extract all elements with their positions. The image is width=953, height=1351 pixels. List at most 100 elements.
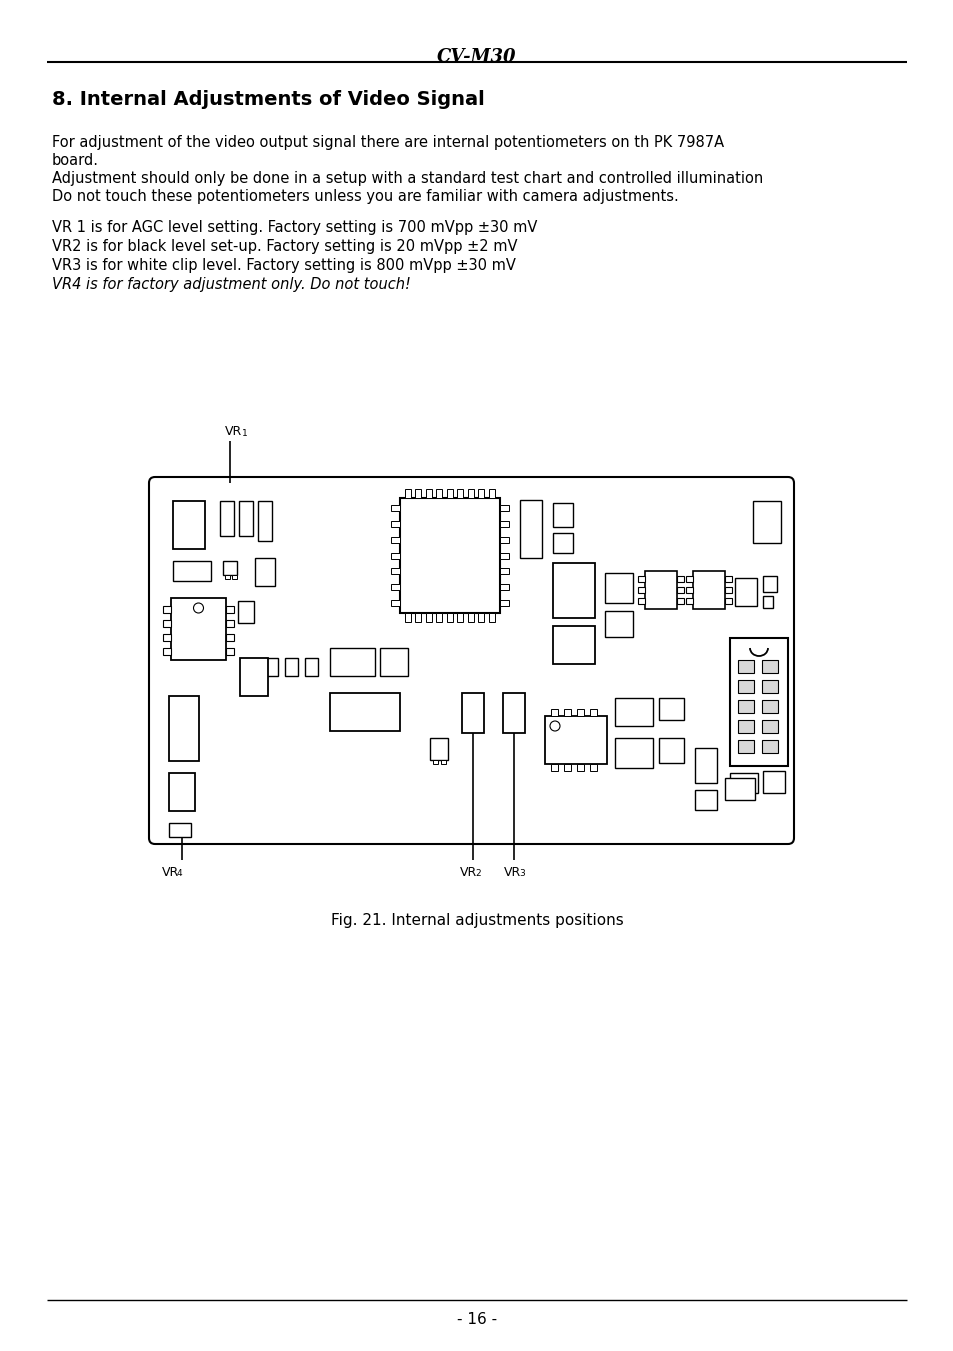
Bar	[615, 698, 652, 725]
Text: 4: 4	[177, 869, 182, 878]
Bar	[225, 576, 230, 580]
Bar	[457, 489, 463, 499]
Bar	[489, 489, 495, 499]
Text: VR3 is for white clip level. Factory setting is 800 mVpp ±30 mV: VR3 is for white clip level. Factory set…	[52, 258, 516, 273]
Text: VR: VR	[459, 866, 476, 880]
Bar	[615, 738, 652, 767]
Bar	[692, 571, 724, 609]
Bar	[499, 536, 509, 543]
Bar	[468, 613, 474, 621]
Text: Fig. 21. Internal adjustments positions: Fig. 21. Internal adjustments positions	[331, 913, 622, 928]
Text: - 16 -: - 16 -	[456, 1312, 497, 1327]
Bar	[553, 563, 595, 617]
Bar	[232, 576, 236, 580]
Bar	[695, 748, 717, 784]
Bar	[738, 740, 753, 753]
Bar	[544, 716, 606, 765]
Bar	[436, 489, 442, 499]
Bar	[761, 700, 778, 713]
Bar	[379, 648, 408, 676]
Bar	[426, 613, 432, 621]
Text: VR: VR	[162, 866, 179, 880]
Text: CV-M30: CV-M30	[436, 49, 517, 66]
Bar	[391, 553, 399, 558]
Bar	[468, 489, 474, 499]
Bar	[738, 720, 753, 734]
Bar	[391, 569, 399, 574]
Text: VR: VR	[503, 866, 520, 880]
Bar	[761, 740, 778, 753]
Bar	[391, 505, 399, 511]
Bar	[391, 521, 399, 527]
Bar	[447, 613, 453, 621]
Bar	[436, 613, 442, 621]
Bar	[416, 489, 421, 499]
Bar	[677, 598, 683, 604]
Bar	[553, 626, 595, 663]
Bar	[551, 709, 558, 716]
Text: Adjustment should only be done in a setup with a standard test chart and control: Adjustment should only be done in a setu…	[52, 172, 762, 186]
Bar	[589, 765, 597, 771]
Bar	[677, 576, 683, 582]
Bar	[239, 501, 253, 536]
Bar	[762, 576, 776, 592]
Bar	[240, 658, 268, 696]
Bar	[461, 693, 483, 734]
Bar	[163, 634, 171, 640]
Bar	[391, 584, 399, 590]
Bar	[499, 600, 509, 607]
Bar	[604, 611, 633, 638]
Bar	[257, 501, 272, 540]
Bar	[285, 658, 297, 676]
Bar	[330, 693, 399, 731]
Bar	[519, 500, 541, 558]
Text: VR2 is for black level set-up. Factory setting is 20 mVpp ±2 mV: VR2 is for black level set-up. Factory s…	[52, 239, 517, 254]
Bar	[659, 738, 683, 763]
Bar	[738, 680, 753, 693]
Bar	[265, 658, 277, 676]
Bar	[577, 765, 583, 771]
Bar	[685, 598, 692, 604]
Bar	[761, 680, 778, 693]
Bar	[169, 823, 191, 838]
Bar	[761, 661, 778, 673]
Bar	[729, 773, 758, 793]
Bar	[553, 534, 573, 553]
Bar	[399, 499, 499, 613]
Bar	[677, 586, 683, 593]
Bar	[171, 598, 226, 661]
Bar	[589, 709, 597, 716]
FancyBboxPatch shape	[149, 477, 793, 844]
Bar	[638, 598, 644, 604]
Bar	[499, 553, 509, 558]
Bar	[553, 503, 573, 527]
Bar	[761, 720, 778, 734]
Text: board.: board.	[52, 153, 99, 168]
Bar	[499, 521, 509, 527]
Circle shape	[550, 721, 559, 731]
Bar	[169, 696, 199, 761]
Bar	[457, 613, 463, 621]
Text: 1: 1	[242, 430, 248, 438]
Bar	[416, 613, 421, 621]
Bar	[478, 613, 484, 621]
Bar	[752, 501, 781, 543]
Bar	[254, 558, 274, 586]
Bar	[226, 607, 233, 613]
Bar	[405, 489, 411, 499]
Bar	[724, 576, 731, 582]
Text: VR 1 is for AGC level setting. Factory setting is 700 mVpp ±30 mV: VR 1 is for AGC level setting. Factory s…	[52, 220, 537, 235]
Bar	[405, 613, 411, 621]
Bar	[638, 586, 644, 593]
Bar	[734, 578, 757, 607]
Bar	[644, 571, 677, 609]
Bar	[685, 586, 692, 593]
Bar	[163, 620, 171, 627]
Text: 3: 3	[518, 869, 524, 878]
Text: 8. Internal Adjustments of Video Signal: 8. Internal Adjustments of Video Signal	[52, 91, 484, 109]
Bar	[762, 771, 784, 793]
Bar	[695, 790, 717, 811]
Bar	[433, 761, 437, 765]
Text: VR4 is for factory adjustment only. Do not touch!: VR4 is for factory adjustment only. Do n…	[52, 277, 411, 292]
Bar	[489, 613, 495, 621]
